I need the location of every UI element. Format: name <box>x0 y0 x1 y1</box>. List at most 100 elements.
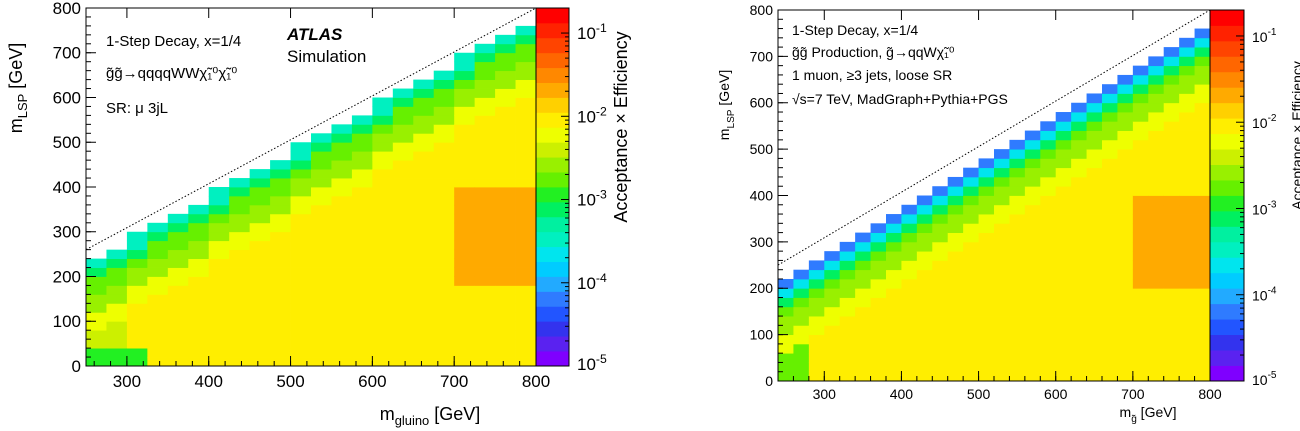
heatmap-cell <box>963 278 979 289</box>
heatmap-cell <box>454 160 476 170</box>
heatmap-cell <box>208 267 230 277</box>
heatmap-cell <box>515 43 537 54</box>
heatmap-cell <box>1055 278 1072 289</box>
heatmap-cell <box>126 249 148 259</box>
heatmap-cell <box>1102 214 1118 224</box>
heatmap-cell <box>901 241 918 252</box>
heatmap-cell <box>495 321 516 331</box>
x-tick-label: 700 <box>440 372 468 391</box>
heatmap-cell <box>331 178 353 188</box>
heatmap-cell <box>963 362 979 373</box>
heatmap-cell <box>372 348 394 358</box>
heatmap-cell <box>1086 269 1103 280</box>
heatmap-cell <box>1086 149 1103 159</box>
colorbar-segment <box>536 291 569 307</box>
heatmap-cell <box>495 106 516 116</box>
heatmap-cell <box>208 285 230 295</box>
heatmap-cell <box>147 339 169 349</box>
heatmap-cell <box>1009 297 1026 308</box>
heatmap-cell <box>229 187 251 197</box>
heatmap-cell <box>1024 232 1041 243</box>
heatmap-cell <box>413 142 435 152</box>
heatmap-cell <box>167 276 189 286</box>
heatmap-cell <box>886 269 902 280</box>
heatmap-cell <box>372 106 394 116</box>
heatmap-cell <box>1163 278 1180 289</box>
heatmap-cell <box>994 288 1010 298</box>
heatmap-cell <box>1132 93 1149 104</box>
heatmap-cell <box>824 260 841 271</box>
heatmap-cell <box>474 348 496 358</box>
heatmap-cell <box>290 187 312 197</box>
heatmap-cell <box>994 353 1010 363</box>
heatmap-cell <box>1163 371 1180 382</box>
heatmap-cell <box>824 288 841 298</box>
heatmap-cell <box>372 133 394 143</box>
heatmap-cell <box>824 353 841 363</box>
heatmap-cell <box>947 278 964 289</box>
colorbar-segment <box>536 336 569 352</box>
heatmap-cell <box>147 276 169 286</box>
heatmap-cell <box>515 187 537 197</box>
y-tick-label: 300 <box>53 223 81 242</box>
heatmap-cell <box>454 52 476 63</box>
heatmap-cell <box>978 316 995 326</box>
heatmap-cell <box>433 285 455 295</box>
heatmap-cell <box>413 357 435 367</box>
heatmap-cell <box>270 240 291 251</box>
heatmap-cell <box>515 97 537 107</box>
heatmap-cell <box>433 106 455 116</box>
y-tick-label: 400 <box>53 178 81 197</box>
heatmap-cell <box>249 330 271 340</box>
heatmap-cell <box>1148 112 1165 122</box>
heatmap-cell <box>86 285 107 295</box>
heatmap-cell <box>454 348 476 358</box>
heatmap-cell <box>1071 158 1087 169</box>
heatmap-cell <box>855 260 871 271</box>
heatmap-cell <box>1148 316 1165 326</box>
y-tick-label: 200 <box>53 267 81 286</box>
heatmap-cell <box>188 357 210 367</box>
heatmap-cell <box>515 115 537 125</box>
heatmap-cell <box>1179 186 1195 196</box>
heatmap-cell <box>1024 297 1041 308</box>
heatmap-cell <box>1132 343 1149 354</box>
heatmap-cell <box>839 269 856 280</box>
heatmap-cell <box>433 79 455 89</box>
heatmap-cell <box>1132 362 1149 373</box>
heatmap-cell <box>454 204 476 215</box>
heatmap-cell <box>901 306 918 317</box>
heatmap-cell <box>1102 158 1118 169</box>
heatmap-cell <box>1132 232 1149 243</box>
heatmap-cell <box>147 222 169 233</box>
heatmap-cell <box>392 231 414 242</box>
heatmap-cell <box>1194 158 1211 169</box>
y-tick-label: 800 <box>750 2 774 18</box>
colorbar-tick-label: 10-3 <box>1252 199 1277 217</box>
heatmap-cell <box>495 294 516 304</box>
heatmap-cell <box>793 371 810 382</box>
heatmap-cell <box>495 357 516 367</box>
heatmap-cell <box>413 321 435 331</box>
colorbar-segment <box>1210 118 1244 135</box>
heatmap-cell <box>1117 316 1134 326</box>
heatmap-cell <box>249 258 271 268</box>
heatmap-cell <box>515 249 537 259</box>
heatmap-cell <box>208 321 230 331</box>
heatmap-cell <box>188 303 210 313</box>
heatmap-cell <box>994 278 1010 289</box>
heatmap-cell <box>1040 223 1057 233</box>
heatmap-cell <box>1148 334 1165 345</box>
heatmap-cell <box>808 269 825 280</box>
heatmap-cell <box>1009 362 1026 373</box>
heatmap-cell <box>1132 186 1149 196</box>
heatmap-cell <box>1179 316 1195 326</box>
heatmap-cell <box>474 294 496 304</box>
heatmap-cell <box>1163 186 1180 196</box>
heatmap-cell <box>916 214 933 224</box>
heatmap-cell <box>126 357 148 367</box>
heatmap-cell <box>290 195 312 206</box>
heatmap-cell <box>963 297 979 308</box>
heatmap-cell <box>1132 84 1149 94</box>
heatmap-cell <box>1071 343 1087 354</box>
